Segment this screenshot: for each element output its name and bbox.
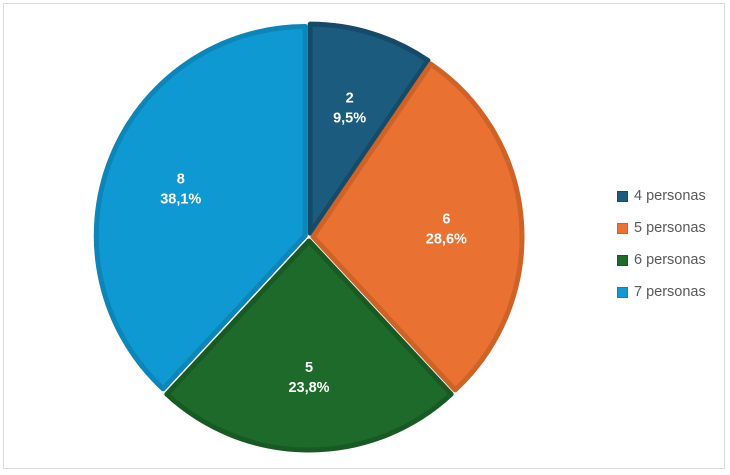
legend-label-5-personas: 5 personas: [634, 220, 706, 236]
legend-item-7-personas: 7 personas: [617, 276, 706, 308]
legend-swatch-4-personas: [617, 190, 628, 202]
legend-swatch-7-personas: [617, 286, 628, 298]
chart-legend: 4 personas 5 personas 6 personas 7 perso…: [617, 180, 706, 308]
data-label-value-6-personas: 5: [305, 360, 313, 376]
data-label-value-7-personas: 8: [177, 172, 185, 188]
data-label-percent-5-personas: 28,6%: [426, 232, 467, 248]
data-label-percent-7-personas: 38,1%: [160, 192, 201, 208]
legend-item-4-personas: 4 personas: [617, 180, 706, 212]
pie-slice-6-personas: [164, 238, 454, 453]
data-label-percent-6-personas: 23,8%: [288, 380, 329, 396]
pie-slice-5-personas: [310, 61, 525, 393]
data-label-value-5-personas: 6: [442, 212, 450, 228]
legend-label-7-personas: 7 personas: [634, 284, 706, 300]
legend-item-5-personas: 5 personas: [617, 212, 706, 244]
data-label-value-4-personas: 2: [346, 90, 354, 106]
legend-label-4-personas: 4 personas: [634, 188, 706, 204]
legend-label-6-personas: 6 personas: [634, 252, 706, 268]
legend-swatch-6-personas: [617, 254, 628, 266]
legend-swatch-5-personas: [617, 222, 628, 234]
pie-slice-7-personas: [93, 24, 308, 392]
data-label-percent-4-personas: 9,5%: [333, 110, 366, 126]
legend-item-6-personas: 6 personas: [617, 244, 706, 276]
pie-slice-4-personas: [307, 21, 431, 236]
